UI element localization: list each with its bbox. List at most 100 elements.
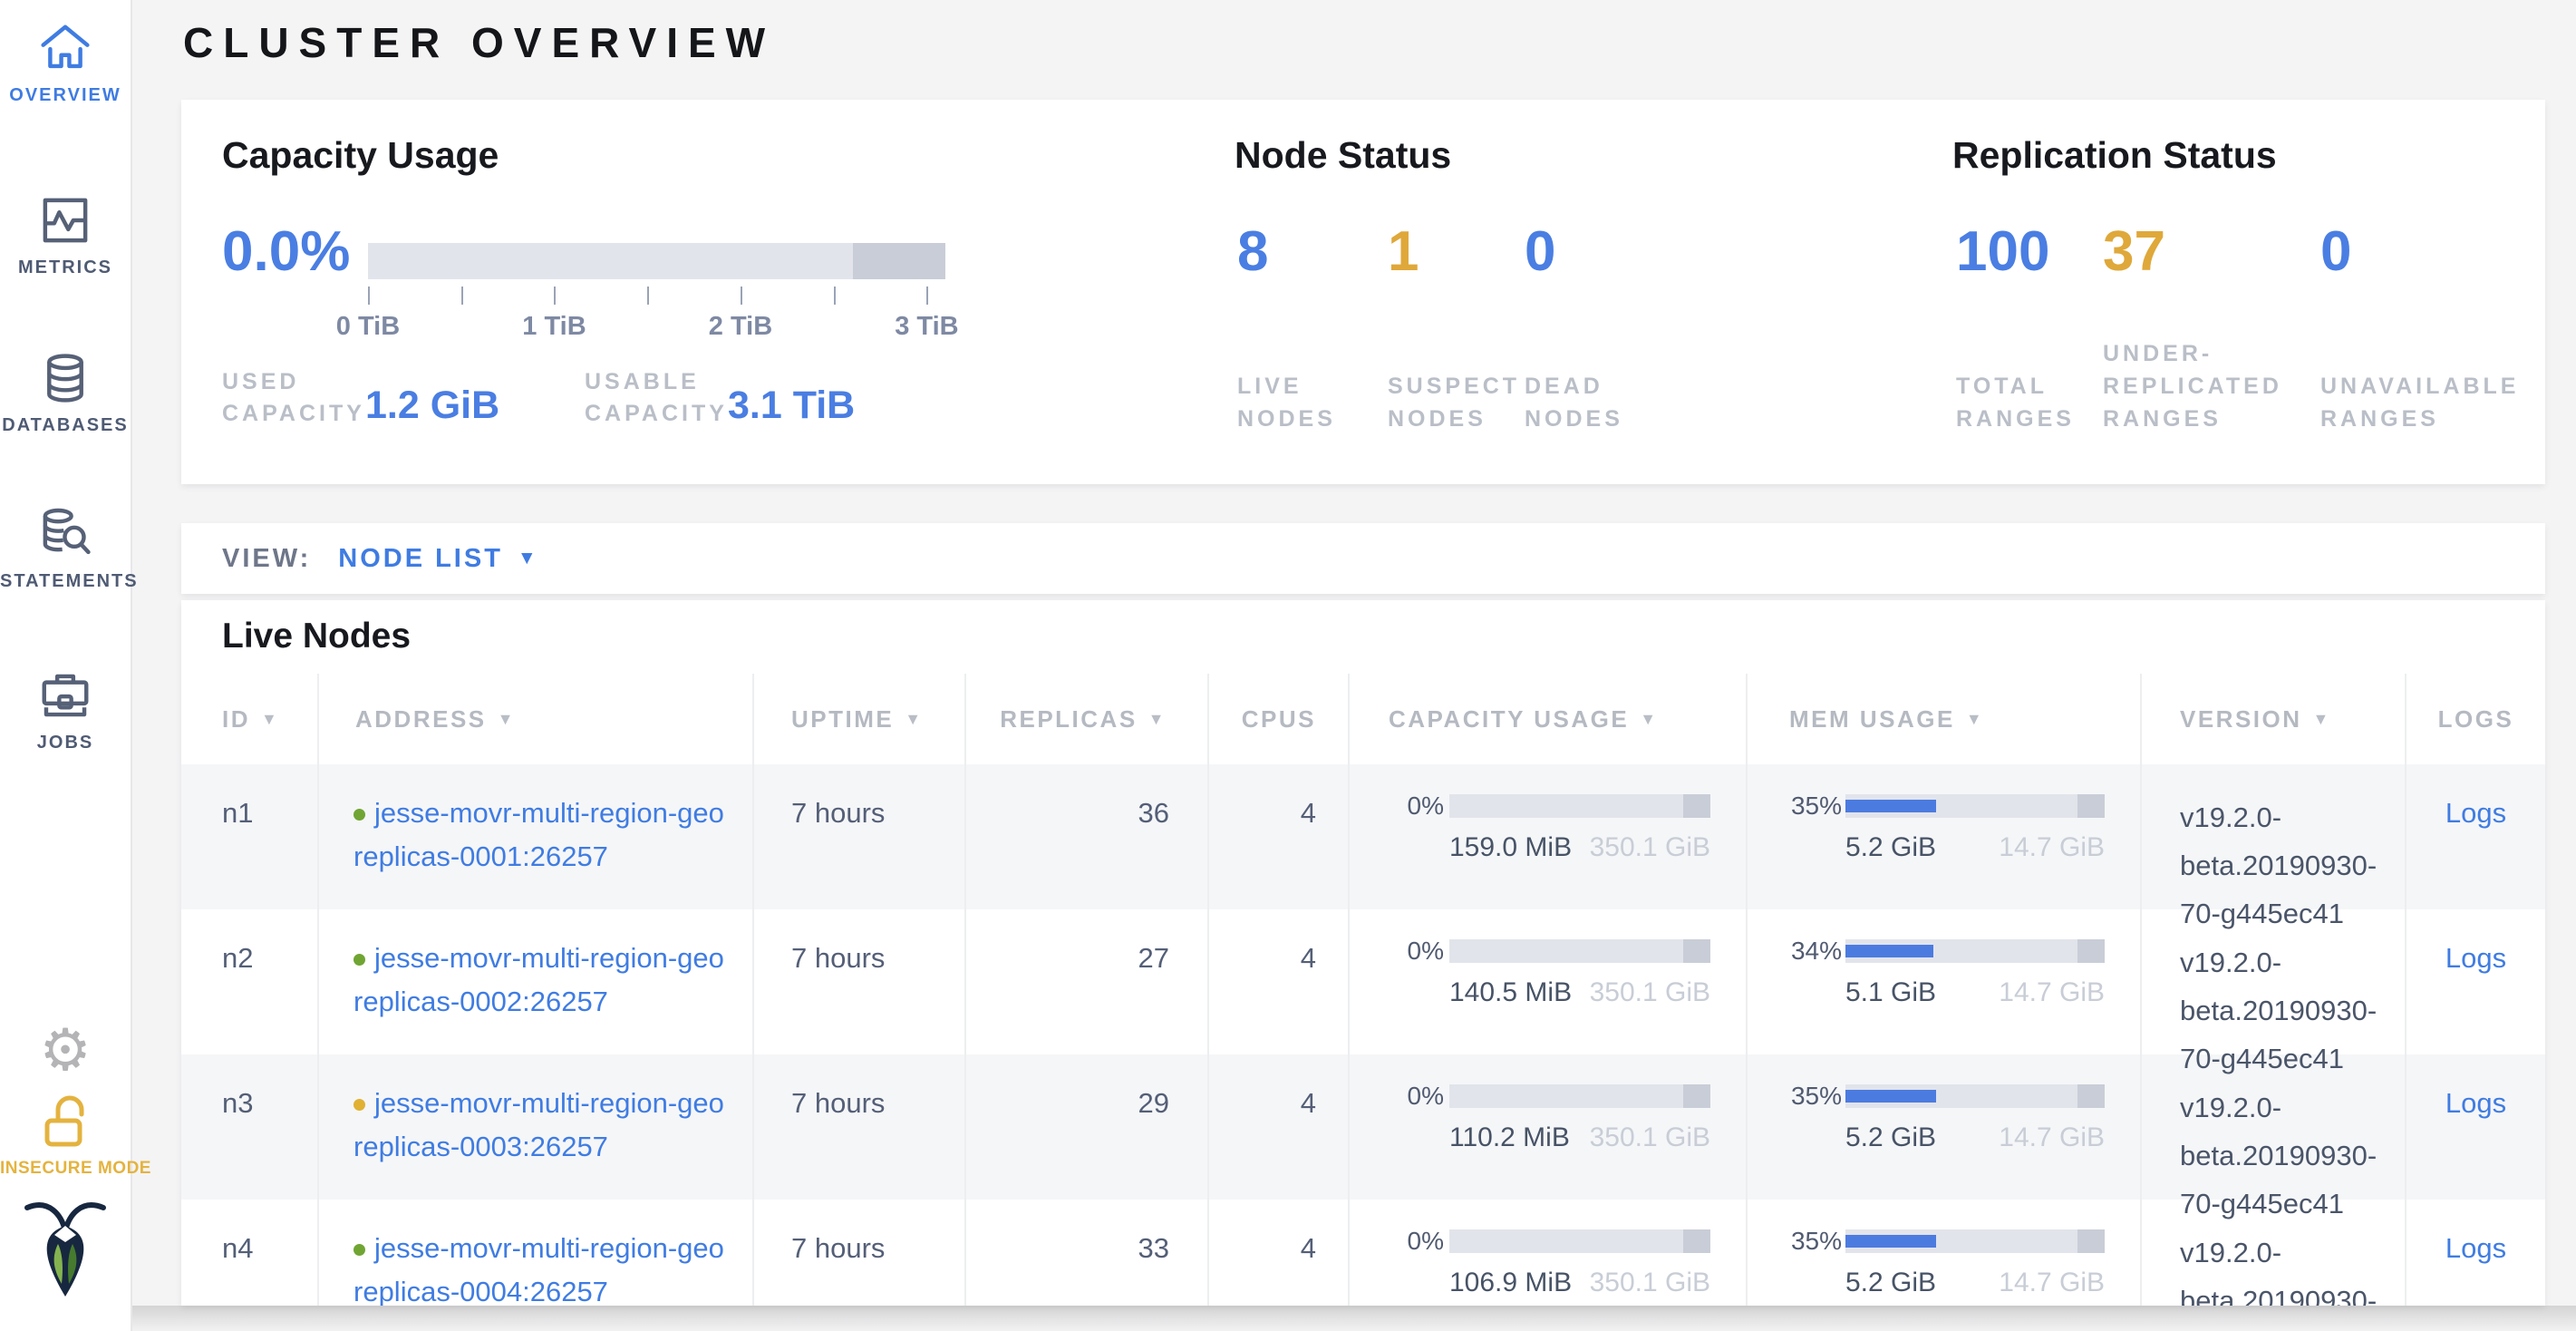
logs-link[interactable]: Logs — [2445, 942, 2507, 974]
capacity-usage-cell-percent: 0% — [1407, 937, 1444, 965]
usable-capacity-value: 3.1 TiB — [728, 384, 856, 427]
view-dropdown[interactable]: NODE LIST — [338, 543, 503, 573]
table-row-n2: n2 jesse-movr-multi-region-geo replicas-00… — [181, 909, 2545, 1083]
node-status-title: Node Status — [1235, 134, 1452, 176]
sidebar-item-databases[interactable]: DATABASES — [0, 350, 131, 436]
sort-caret-icon[interactable]: ▼ — [1965, 709, 1985, 728]
mem-usage-cell-percent: 34% — [1790, 937, 1842, 965]
mem-usage-cell-total: 14.7 GiB — [1999, 977, 2105, 1007]
node-id-cell: n2 — [181, 909, 319, 1083]
node-address-link[interactable]: replicas-0003:26257 — [353, 1131, 608, 1162]
usable-capacity-stat: USABLE CAPACITY 3.1 TiB — [585, 366, 855, 430]
node-address-link[interactable]: jesse-movr-multi-region-geo — [374, 1087, 724, 1119]
insecure-mode-indicator[interactable]: INSECURE MODE — [0, 1093, 151, 1179]
sort-caret-icon[interactable]: ▼ — [1640, 709, 1659, 728]
version-line: beta.20190930- — [2180, 850, 2377, 881]
axis-tick — [926, 287, 929, 305]
mem-usage-cell-values: 5.2 GiB 14.7 GiB — [1845, 1268, 2105, 1298]
open-lock-icon — [44, 1095, 84, 1147]
replication-metric-1: 37 UNDER-REPLICATED RANGES — [2103, 219, 2311, 435]
address-line-2: replicas-0003:26257 — [353, 1125, 734, 1169]
capacity-usage-cell-percent: 0% — [1407, 1227, 1444, 1255]
mem-usage-cell-bar — [1845, 1229, 2105, 1253]
live-nodes-title: Live Nodes — [222, 617, 412, 656]
sort-caret-icon[interactable]: ▼ — [261, 709, 280, 728]
sidebar-item-overview[interactable]: OVERVIEW — [0, 20, 131, 106]
table-row-n1: n1 jesse-movr-multi-region-geo replicas-00… — [181, 764, 2545, 938]
column-header-capacity-usage[interactable]: CAPACITY USAGE ▼ — [1350, 674, 1748, 764]
node-replicas-cell: 29 — [966, 1054, 1209, 1228]
column-header-address[interactable]: ADDRESS ▼ — [319, 674, 754, 764]
capacity-usage-cell: 0% 140.5 MiB 350.1 GiB — [1350, 909, 1748, 1083]
mem-usage-cell-values: 5.2 GiB 14.7 GiB — [1845, 1122, 2105, 1153]
column-header-version[interactable]: VERSION ▼ — [2142, 674, 2407, 764]
settings-gear-icon[interactable]: ⚙ — [39, 1017, 92, 1083]
address-line-2: replicas-0002:26257 — [353, 980, 734, 1024]
bottom-scroll-shade — [132, 1306, 2576, 1331]
live-nodes-table: ID ▼ ADDRESS ▼ UPTIME ▼ REPLICAS ▼ CPUS CAPACITY … — [181, 674, 2545, 1306]
cockroachdb-logo[interactable] — [0, 1195, 131, 1308]
sort-caret-icon[interactable]: ▼ — [2312, 709, 2331, 728]
mem-usage-cell-total: 14.7 GiB — [1999, 832, 2105, 862]
sort-caret-icon[interactable]: ▼ — [1148, 709, 1167, 728]
version-line: beta.20190930- — [2180, 1140, 2377, 1171]
capacity-usage-cell-used: 110.2 MiB — [1449, 1122, 1570, 1152]
mem-usage-cell: 35% 5.2 GiB 14.7 GiB — [1748, 764, 2142, 938]
capacity-usage-cell-bar — [1449, 1229, 1710, 1253]
capacity-usage-cell-bar-row: 0% — [1350, 937, 1746, 966]
replication-metric-2: 0 UNAVAILABLE RANGES — [2320, 219, 2529, 435]
column-header-label: CPUS — [1241, 704, 1316, 733]
capacity-usage-cell-bar — [1449, 1084, 1710, 1108]
table-row-n3: n3 jesse-movr-multi-region-geo replicas-00… — [181, 1054, 2545, 1228]
axis-tick — [460, 287, 463, 305]
chevron-down-icon[interactable]: ▼ — [517, 548, 537, 568]
mem-usage-cell-bar-fill — [1845, 800, 1937, 812]
version-line: v19.2.0- — [2180, 947, 2282, 978]
node-address-link[interactable]: replicas-0002:26257 — [353, 986, 608, 1017]
capacity-usage-cell-percent: 0% — [1407, 792, 1444, 820]
column-header-uptime[interactable]: UPTIME ▼ — [754, 674, 966, 764]
sort-caret-icon[interactable]: ▼ — [497, 709, 516, 728]
node-address-link[interactable]: replicas-0001:26257 — [353, 840, 608, 872]
axis-tick — [833, 287, 836, 305]
statements-icon — [37, 506, 93, 562]
sidebar-item-statements[interactable]: STATEMENTS — [0, 506, 137, 592]
replication-metric-value: 0 — [2320, 220, 2352, 283]
node-status-metric-2: 0 DEAD NODES — [1525, 219, 1733, 435]
axis-tick-label: 0 TiB — [335, 312, 401, 341]
sidebar-item-label: METRICS — [18, 257, 112, 277]
node-uptime-cell: 7 hours — [754, 1054, 966, 1228]
logs-link[interactable]: Logs — [2445, 1232, 2507, 1264]
node-version-cell: v19.2.0-beta.20190930-70-g445ec41 — [2142, 1054, 2407, 1228]
column-header-replicas[interactable]: REPLICAS ▼ — [966, 674, 1209, 764]
sidebar-item-label: DATABASES — [2, 415, 129, 435]
mem-usage-cell-total: 14.7 GiB — [1999, 1268, 2105, 1297]
address-line-1: jesse-movr-multi-region-geo — [353, 792, 734, 835]
sidebar-item-metrics[interactable]: METRICS — [0, 192, 131, 278]
used-capacity-stat: USED CAPACITY 1.2 GiB — [222, 366, 499, 430]
node-id-cell: n3 — [181, 1054, 319, 1228]
node-status-metric-value: 8 — [1237, 220, 1269, 283]
insecure-mode-label: INSECURE MODE — [0, 1159, 151, 1178]
node-cpus-cell: 4 — [1209, 764, 1350, 938]
node-uptime-cell: 7 hours — [754, 909, 966, 1083]
databases-icon — [37, 350, 93, 406]
node-address-link[interactable]: jesse-movr-multi-region-geo — [374, 1232, 724, 1264]
sort-caret-icon[interactable]: ▼ — [905, 709, 924, 728]
column-header-mem-usage[interactable]: MEM USAGE ▼ — [1748, 674, 2142, 764]
node-address-link[interactable]: jesse-movr-multi-region-geo — [374, 942, 724, 974]
capacity-usage-cell-bar-row: 0% — [1350, 792, 1746, 821]
node-address-link[interactable]: replicas-0004:26257 — [353, 1276, 608, 1306]
column-header-id[interactable]: ID ▼ — [181, 674, 319, 764]
node-version-cell: v19.2.0-beta.20190930-70-g445ec41 — [2142, 1200, 2407, 1306]
capacity-usage-cell-values: 110.2 MiB 350.1 GiB — [1449, 1122, 1710, 1153]
sidebar: OVERVIEW METRICS DATABASES STATEMENTS JOBS ⚙… — [0, 0, 151, 1331]
capacity-usage-cell-total: 350.1 GiB — [1589, 1122, 1710, 1152]
node-replicas-cell: 27 — [966, 909, 1209, 1083]
logs-link[interactable]: Logs — [2445, 1087, 2507, 1119]
capacity-usage-cell-bar-row: 0% — [1350, 1227, 1746, 1256]
node-status-metric-label: SUSPECT NODES — [1388, 374, 1521, 432]
node-address-link[interactable]: jesse-movr-multi-region-geo — [374, 797, 724, 829]
logs-link[interactable]: Logs — [2445, 797, 2507, 829]
sidebar-item-jobs[interactable]: JOBS — [0, 667, 131, 753]
